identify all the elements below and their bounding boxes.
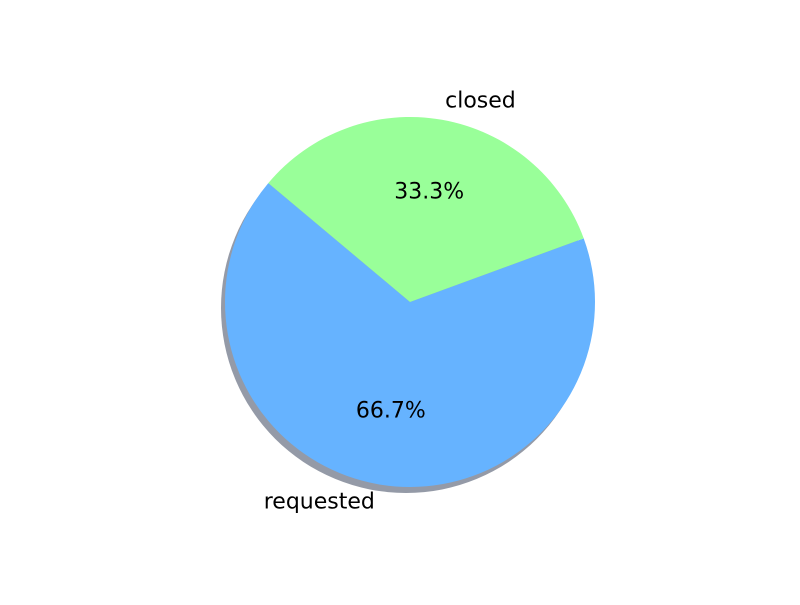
pie-labels: requested 66.7% closed 33.3% [264, 89, 516, 515]
pct-label-closed: 33.3% [394, 180, 464, 205]
pie-slice-closed [268, 117, 584, 302]
pie-slice-requested [224, 183, 595, 487]
pct-label-requested: 66.7% [356, 398, 426, 423]
slice-label-closed: closed [445, 89, 516, 114]
slice-label-requested: requested [264, 489, 375, 514]
pie-slices [224, 117, 595, 487]
